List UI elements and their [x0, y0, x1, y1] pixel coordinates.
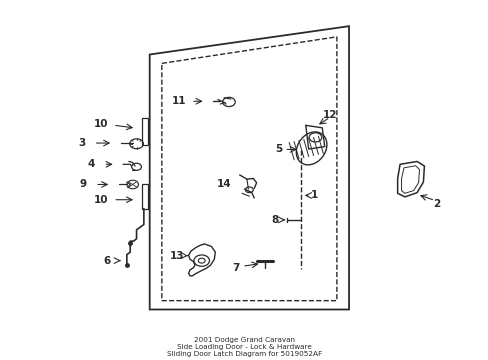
Text: 1: 1 — [310, 190, 318, 201]
Text: 8: 8 — [270, 215, 278, 225]
Text: 4: 4 — [87, 159, 95, 169]
Bar — [142, 118, 147, 145]
Text: 14: 14 — [216, 180, 231, 189]
Bar — [142, 184, 147, 208]
Text: 10: 10 — [94, 195, 108, 205]
Text: 11: 11 — [171, 96, 186, 106]
Text: 6: 6 — [103, 256, 111, 266]
Text: 5: 5 — [274, 144, 282, 154]
Text: 9: 9 — [80, 180, 86, 189]
Text: 7: 7 — [232, 263, 240, 273]
Text: 3: 3 — [78, 138, 85, 148]
Text: 2001 Dodge Grand Caravan
Side Loading Door - Lock & Hardware
Sliding Door Latch : 2001 Dodge Grand Caravan Side Loading Do… — [166, 337, 322, 357]
Text: 2: 2 — [432, 199, 439, 209]
Text: 10: 10 — [94, 118, 108, 129]
Text: 12: 12 — [322, 110, 337, 120]
Text: 13: 13 — [170, 251, 184, 261]
